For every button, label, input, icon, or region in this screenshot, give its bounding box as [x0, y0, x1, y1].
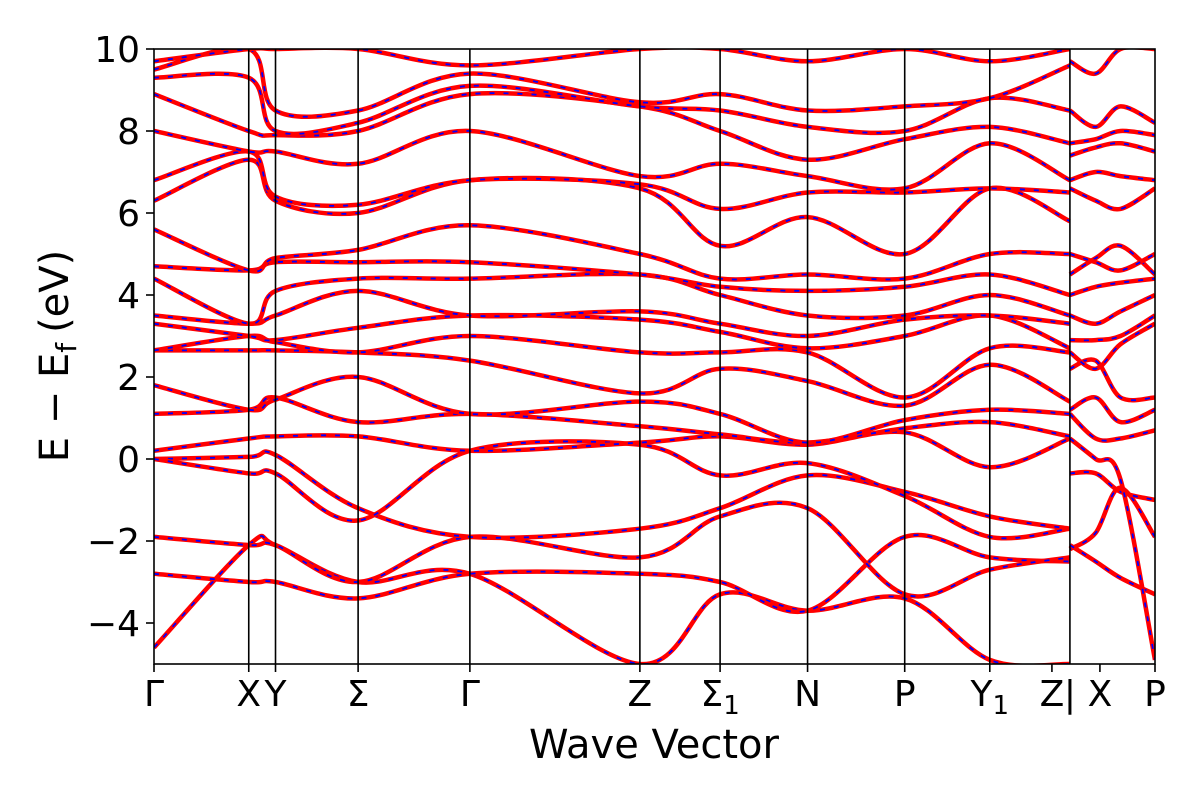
- tail-band-14-dashed-line: [1069, 171, 1155, 182]
- tail-band-3-dashed-line: [1069, 437, 1155, 661]
- y-axis-label: E − Ef (eV): [32, 250, 83, 463]
- band-11-line: [154, 288, 1071, 339]
- x-tick-label: Y1: [970, 674, 1010, 721]
- band-16-dashed-line: [154, 150, 1070, 210]
- x-tick-label: Z: [628, 674, 653, 715]
- tail-band-4-dashed-line: [1069, 413, 1155, 442]
- y-axis-label-main: E − E: [32, 353, 78, 463]
- x-tick-label: Z: [1040, 674, 1065, 715]
- tail-band-7-dashed-line: [1069, 322, 1155, 370]
- band-14-dashed-line: [154, 224, 1070, 281]
- tail-band-1-dashed-line: [1069, 544, 1155, 596]
- y-tick-label: 2: [117, 358, 140, 399]
- y-axis-ticks: −4 −2 0 2 4 6 8 10: [87, 30, 154, 645]
- x-tick-label-subscript: 1: [993, 691, 1010, 721]
- x-tick-label-main: P: [894, 674, 916, 715]
- x-tick-label: N: [794, 674, 821, 715]
- x-tick-label-main: Y: [970, 674, 994, 715]
- band-13-line: [154, 259, 1071, 298]
- tail-band-10-dashed-line: [1069, 277, 1155, 296]
- y-tick-label: 4: [117, 276, 140, 317]
- x-tick-label: Y: [264, 674, 288, 715]
- tail-band-2-line: [1069, 469, 1155, 503]
- x-tick-label: P: [894, 674, 916, 715]
- x-tick-label: Γ: [460, 674, 480, 715]
- tail-band-12-dashed-line: [1069, 253, 1155, 272]
- band-10-line: [154, 312, 1071, 351]
- x-tick-label-main: N: [794, 674, 821, 715]
- high-symmetry-lines: [247, 49, 1071, 664]
- x-tick-label-main: Γ: [144, 674, 164, 715]
- tail-band-16-dashed-line: [1069, 130, 1155, 145]
- tail-band-8-dashed-line: [1069, 314, 1155, 342]
- y-tick-label: 0: [117, 440, 140, 481]
- y-tick-label: −4: [87, 604, 140, 645]
- tail-band-5-dashed-line: [1069, 396, 1155, 424]
- tail-band-0-dashed-line: [1069, 486, 1155, 550]
- y-tick-label: 10: [94, 30, 140, 71]
- y-tick-label: −2: [87, 522, 140, 563]
- x-tick-label-main: X: [1088, 674, 1113, 715]
- y-tick-label: 6: [117, 194, 140, 235]
- x-tick-label-main: Z: [628, 674, 653, 715]
- y-axis-label-subscript: f: [50, 342, 83, 353]
- x-tick-label-main: Z: [1040, 674, 1065, 715]
- band-6-dashed-line: [154, 396, 1071, 444]
- x-tick-label-main: Γ: [460, 674, 480, 715]
- x-tick-label-main: X: [236, 674, 261, 715]
- x-tick-label: Σ: [347, 674, 370, 715]
- band-20-dashed-line: [154, 49, 1071, 118]
- band-7-dashed-line: [154, 376, 1070, 444]
- x-tick-label-subscript: 1: [723, 691, 740, 721]
- y-tick-label: 8: [117, 112, 140, 153]
- x-tick-label: Γ: [144, 674, 164, 715]
- x-tick-label: X: [236, 674, 261, 715]
- x-tick-label-main: Σ: [700, 674, 723, 715]
- tail-band-9-line: [1069, 292, 1155, 326]
- tail-band-13-line: [1068, 186, 1155, 212]
- tail-band-17-dashed-line: [1069, 105, 1155, 128]
- x-axis-label: Wave Vector: [529, 722, 780, 768]
- x-tick-label: X: [1088, 674, 1113, 715]
- x-tick-label-main: Y: [264, 674, 288, 715]
- plot-frame: [153, 48, 1156, 665]
- path-break-separator: |: [1064, 674, 1076, 715]
- tail-band-15-dashed-line: [1069, 142, 1155, 157]
- x-tick-label-main: Σ: [347, 674, 370, 715]
- x-tick-label: P: [1144, 674, 1166, 715]
- tail-band-18-dashed-line: [1069, 49, 1155, 75]
- x-axis-ticks: Γ X Y Σ Γ Z Σ1 N P Y1 Z X P|: [144, 664, 1166, 721]
- band-19-line: [154, 71, 1071, 137]
- tail-band-11-dashed-line: [1069, 244, 1155, 276]
- y-axis-label-unit: (eV): [32, 250, 78, 333]
- x-tick-label-main: P: [1144, 674, 1166, 715]
- x-tick-label: Σ1: [700, 674, 739, 721]
